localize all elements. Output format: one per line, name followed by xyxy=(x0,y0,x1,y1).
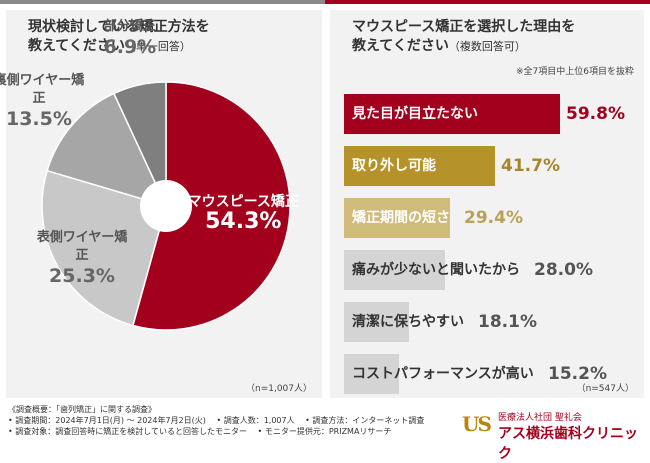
pie-slice-value: 25.3% xyxy=(49,264,115,287)
pie-slice-name: 部分矯正 xyxy=(103,18,156,34)
bar xyxy=(344,302,409,342)
bar-chart-subtitle: （複数回答可） xyxy=(448,40,526,53)
bar-chart-note: ※全7項目中上位6項目を抜粋 xyxy=(516,67,634,77)
bar-value-label: 28.0% xyxy=(534,260,593,280)
bar xyxy=(344,250,445,290)
pie-slice xyxy=(131,81,291,331)
pie-slice-name: マウスピース矯正 xyxy=(187,193,299,210)
bar-row: 矯正期間の短さ 29.4% xyxy=(344,198,634,238)
bar-chart-panel: マウスピース矯正を選択した理由を 教えてください（複数回答可） ※全7項目中上位… xyxy=(330,10,644,398)
bar-category-label: コストパフォーマンスが高い xyxy=(352,366,534,382)
bar xyxy=(344,146,495,186)
pie-slice-label: 裏側ワイヤー矯正 13.5% xyxy=(0,72,89,131)
pie-sample-size: （n=1,007人） xyxy=(245,384,312,394)
pie-slice-value: 54.3% xyxy=(205,208,282,234)
pie-chart-panel: 現状検討している矯正方法を 教えてください（単一回答） マウスピース矯正 54.3… xyxy=(0,10,322,398)
footnote-line: • 調査対象：調査回答時に矯正を検討していると回答したモニター • モニター提供… xyxy=(8,427,392,436)
logo-clinic-name: アス横浜歯科クリニック xyxy=(498,426,638,462)
footnote-line: • 調査期間：2024年7月1日(月) ～ 2024年7月2日(火) • 調査人… xyxy=(8,416,425,425)
bar-row: 見た目が目立たない 59.8% xyxy=(344,94,634,134)
pie-slice-label: マウスピース矯正 54.3% xyxy=(183,193,303,234)
bar-row: 痛みが少ないと聞いたから 28.0% xyxy=(344,250,634,290)
bar-category-label: 清潔に保ちやすい xyxy=(352,314,464,330)
bar-value-label: 15.2% xyxy=(548,364,607,384)
bar-sample-size: （n=547人） xyxy=(576,384,634,394)
logo-subtitle: 医療法人社団 聖礼会 xyxy=(498,413,582,423)
pie-chart-title: 現状検討している矯正方法を 教えてください（単一回答） xyxy=(28,19,210,54)
bar-value-label: 59.8% xyxy=(566,104,625,124)
bar xyxy=(344,94,560,134)
top-accent-bar-right xyxy=(325,0,650,4)
pie-slice-name: 裏側ワイヤー矯正 xyxy=(0,73,85,107)
pie-slice xyxy=(112,81,167,207)
clinic-logo: US 医療法人社団 聖礼会 アス横浜歯科クリニック xyxy=(462,410,642,462)
bar-value-label: 18.1% xyxy=(478,312,537,332)
bar-value-label: 41.7% xyxy=(501,156,560,176)
bar-row: 取り外し可能 41.7% xyxy=(344,146,634,186)
pie-slice-value: 13.5% xyxy=(5,108,72,131)
bar xyxy=(344,354,399,394)
pie-slice-label: 表側ワイヤー矯正 25.3% xyxy=(32,229,132,287)
bar-value-label: 29.4% xyxy=(464,208,523,228)
pie-chart-subtitle: （単一回答） xyxy=(124,40,191,53)
footnote-line: 《調査概要：「歯列矯正」に関する調査》 xyxy=(8,405,156,414)
bar-chart-title: マウスピース矯正を選択した理由を 教えてください（複数回答可） xyxy=(352,19,576,54)
bar-category-label: 見た目が目立たない xyxy=(352,106,478,122)
pie-slice-label: 部分矯正 6.9% xyxy=(80,18,180,58)
pie-slice-name: 表側ワイヤー矯正 xyxy=(36,229,128,263)
bar-row: 清潔に保ちやすい 18.1% xyxy=(344,302,634,342)
logo-mark: US xyxy=(462,412,492,436)
top-accent-bar-left xyxy=(0,0,325,4)
pie-chart xyxy=(41,81,291,331)
pie-slice xyxy=(41,169,167,327)
bar-category-label: 痛みが少ないと聞いたから xyxy=(352,262,520,278)
bar xyxy=(344,198,450,238)
bar-category-label: 取り外し可能 xyxy=(352,158,436,174)
bar-row: コストパフォーマンスが高い 15.2% xyxy=(344,354,634,394)
pie-center-hole xyxy=(140,180,192,232)
survey-footnote: 《調査概要：「歯列矯正」に関する調査》 • 調査期間：2024年7月1日(月) … xyxy=(8,404,424,437)
pie-slice-value: 6.9% xyxy=(103,35,157,58)
pie-slice xyxy=(46,92,168,208)
bar-category-label: 矯正期間の短さ xyxy=(352,210,450,226)
